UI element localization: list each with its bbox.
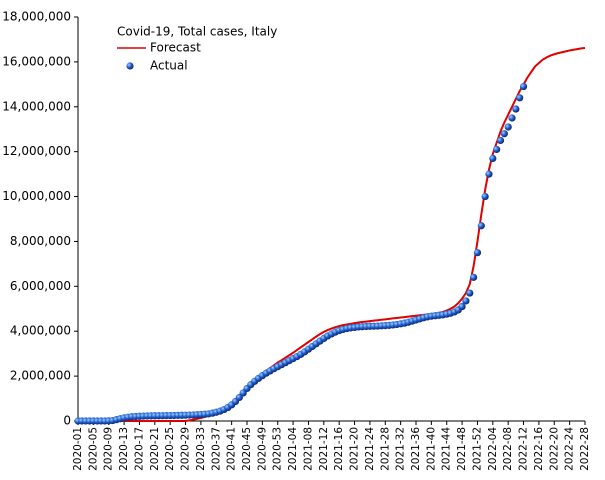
x-tick-label: 2021-52 <box>471 427 483 471</box>
data-point <box>466 289 474 297</box>
data-point <box>485 170 493 178</box>
x-tick-label: 2021-48 <box>456 427 468 471</box>
y-tick-label: 18,000,000 <box>2 10 71 24</box>
x-tick-label: 2020-33 <box>195 427 207 471</box>
data-point <box>508 114 516 122</box>
data-point <box>519 82 528 91</box>
y-tick-label: 8,000,000 <box>10 234 71 248</box>
x-tick-label: 2021-28 <box>379 427 391 471</box>
x-tick-label: 2022-16 <box>533 427 545 471</box>
data-point <box>470 273 478 281</box>
x-tick-label: 2022-12 <box>518 427 530 471</box>
x-tick-label: 2021-16 <box>333 427 345 471</box>
data-point <box>462 297 470 305</box>
data-point <box>489 154 497 162</box>
x-tick-label: 2020-37 <box>210 427 222 471</box>
x-tick-label: 2021-40 <box>425 427 437 471</box>
x-tick-label: 2021-44 <box>441 427 453 471</box>
x-tick-label: 2020-05 <box>87 427 99 471</box>
x-tick-label: 2022-08 <box>502 427 514 471</box>
legend-label: Actual <box>150 59 188 73</box>
x-tick-label: 2020-49 <box>256 427 268 471</box>
x-tick-label: 2021-20 <box>349 427 361 471</box>
data-point <box>481 192 489 201</box>
y-tick-label: 16,000,000 <box>2 54 71 68</box>
y-tick-label: 14,000,000 <box>2 99 71 113</box>
x-tick-label: 2020-53 <box>272 427 284 471</box>
x-tick-label: 2022-20 <box>548 427 560 471</box>
x-tick-label: 2022-24 <box>564 427 576 471</box>
y-tick-label: 4,000,000 <box>10 324 71 338</box>
y-tick-label: 10,000,000 <box>2 189 71 203</box>
x-tick-label: 2021-32 <box>395 427 407 471</box>
legend-label: Forecast <box>150 41 201 55</box>
line-series <box>78 46 586 422</box>
chart-title: Covid-19, Total cases, Italy <box>117 25 277 39</box>
data-point <box>512 105 520 113</box>
y-tick-label: 12,000,000 <box>2 144 71 158</box>
data-point <box>493 145 501 154</box>
x-tick-label: 2022-04 <box>487 427 499 471</box>
legend-marker <box>126 62 134 70</box>
y-tick-label: 0 <box>63 414 71 428</box>
y-tick-label: 6,000,000 <box>10 279 71 293</box>
x-tick-label: 2020-29 <box>180 427 192 471</box>
x-tick-label: 2020-41 <box>226 427 238 471</box>
x-tick-label: 2020-25 <box>164 427 176 471</box>
data-point <box>504 123 512 131</box>
data-point <box>496 136 505 145</box>
x-tick-label: 2021-12 <box>318 427 330 471</box>
x-tick-label: 2021-36 <box>410 427 422 471</box>
x-tick-label: 2020-01 <box>72 427 84 471</box>
x-tick-label: 2021-08 <box>302 427 314 471</box>
x-tick-label: 2021-04 <box>287 427 299 471</box>
data-point <box>516 94 524 102</box>
x-tick-label: 2020-45 <box>241 427 253 471</box>
y-tick-label: 2,000,000 <box>10 369 71 383</box>
data-point <box>458 302 466 311</box>
data-point <box>500 130 508 138</box>
data-point <box>473 249 482 257</box>
x-tick-label: 2020-17 <box>133 427 145 471</box>
x-tick-label: 2021-24 <box>364 427 376 471</box>
data-point <box>477 222 485 230</box>
x-tick-label: 2020-13 <box>118 427 130 471</box>
x-tick-label: 2020-21 <box>149 427 161 471</box>
x-tick-label: 2022-28 <box>579 427 591 471</box>
x-tick-label: 2020-09 <box>103 427 115 471</box>
